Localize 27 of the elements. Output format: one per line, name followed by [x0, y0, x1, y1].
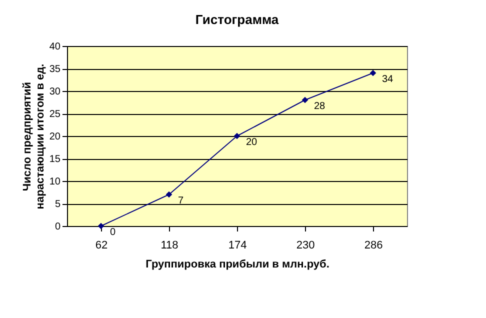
point	[370, 70, 376, 76]
x-tick-label: 286	[364, 240, 383, 252]
point	[98, 222, 104, 230]
y-tick-label: 40	[49, 42, 61, 52]
point	[234, 132, 240, 140]
point	[166, 191, 172, 198]
y-tick-label: 25	[49, 109, 61, 120]
chart-title: Гистограмма	[195, 12, 280, 27]
y-tick-label: 0	[54, 222, 61, 232]
y-tick-label: 30	[49, 86, 61, 98]
data-label: 0	[110, 227, 116, 238]
data-label: 7	[178, 196, 184, 206]
y-tick-label: 20	[49, 132, 61, 142]
data-label: 20	[246, 137, 258, 148]
y-tick-label: 5	[54, 199, 61, 210]
y-axis-title: Число предприятий нарастающии итогом в ед.	[21, 64, 46, 210]
x-tick-label: 230	[296, 240, 315, 252]
x-tick-label: 118	[160, 240, 178, 252]
data-label: 34	[382, 74, 394, 85]
x-axis-title: Группировка прибыли в млн.руб.	[146, 258, 330, 270]
x-tick-label: 174	[228, 240, 247, 252]
x-tick-label: 62	[95, 240, 108, 252]
y-tick-label: 10	[49, 176, 61, 188]
y-tick-label: 35	[49, 64, 61, 75]
data-label: 28	[314, 101, 326, 112]
y-tick-label: 15	[49, 154, 61, 165]
point	[302, 96, 308, 104]
